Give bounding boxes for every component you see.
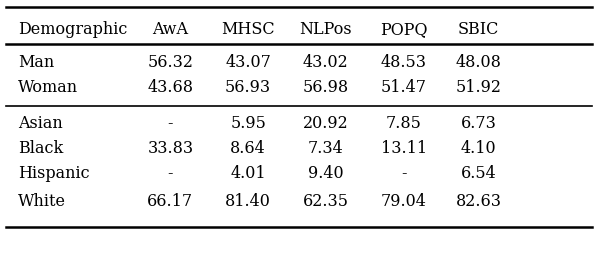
Text: 51.92: 51.92: [456, 79, 501, 96]
Text: 4.10: 4.10: [460, 140, 496, 157]
Text: Woman: Woman: [18, 79, 78, 96]
Text: 43.68: 43.68: [148, 79, 193, 96]
Text: 9.40: 9.40: [308, 165, 344, 182]
Text: -: -: [401, 165, 407, 182]
Text: -: -: [167, 115, 173, 132]
Text: 43.07: 43.07: [225, 54, 271, 71]
Text: 48.08: 48.08: [456, 54, 501, 71]
Text: 82.63: 82.63: [456, 193, 501, 210]
Text: 79.04: 79.04: [381, 193, 426, 210]
Text: 33.83: 33.83: [147, 140, 194, 157]
Text: NLPos: NLPos: [300, 21, 352, 38]
Text: 51.47: 51.47: [381, 79, 426, 96]
Text: Asian: Asian: [18, 115, 63, 132]
Text: Black: Black: [18, 140, 63, 157]
Text: 56.32: 56.32: [148, 54, 193, 71]
Text: 62.35: 62.35: [303, 193, 349, 210]
Text: 43.02: 43.02: [303, 54, 349, 71]
Text: POPQ: POPQ: [380, 21, 428, 38]
Text: SBIC: SBIC: [457, 21, 499, 38]
Text: 4.01: 4.01: [230, 165, 266, 182]
Text: 7.85: 7.85: [386, 115, 422, 132]
Text: 56.93: 56.93: [225, 79, 271, 96]
Text: MHSC: MHSC: [221, 21, 275, 38]
Text: 7.34: 7.34: [308, 140, 344, 157]
Text: 66.17: 66.17: [147, 193, 194, 210]
Text: 6.73: 6.73: [460, 115, 496, 132]
Text: 20.92: 20.92: [303, 115, 349, 132]
Text: 13.11: 13.11: [380, 140, 427, 157]
Text: 6.54: 6.54: [460, 165, 496, 182]
Text: 56.98: 56.98: [303, 79, 349, 96]
Text: Hispanic: Hispanic: [18, 165, 90, 182]
Text: Man: Man: [18, 54, 54, 71]
Text: Demographic: Demographic: [18, 21, 127, 38]
Text: 5.95: 5.95: [230, 115, 266, 132]
Text: 48.53: 48.53: [381, 54, 426, 71]
Text: 8.64: 8.64: [230, 140, 266, 157]
Text: -: -: [167, 165, 173, 182]
Text: White: White: [18, 193, 66, 210]
Text: 81.40: 81.40: [225, 193, 271, 210]
Text: AwA: AwA: [152, 21, 188, 38]
